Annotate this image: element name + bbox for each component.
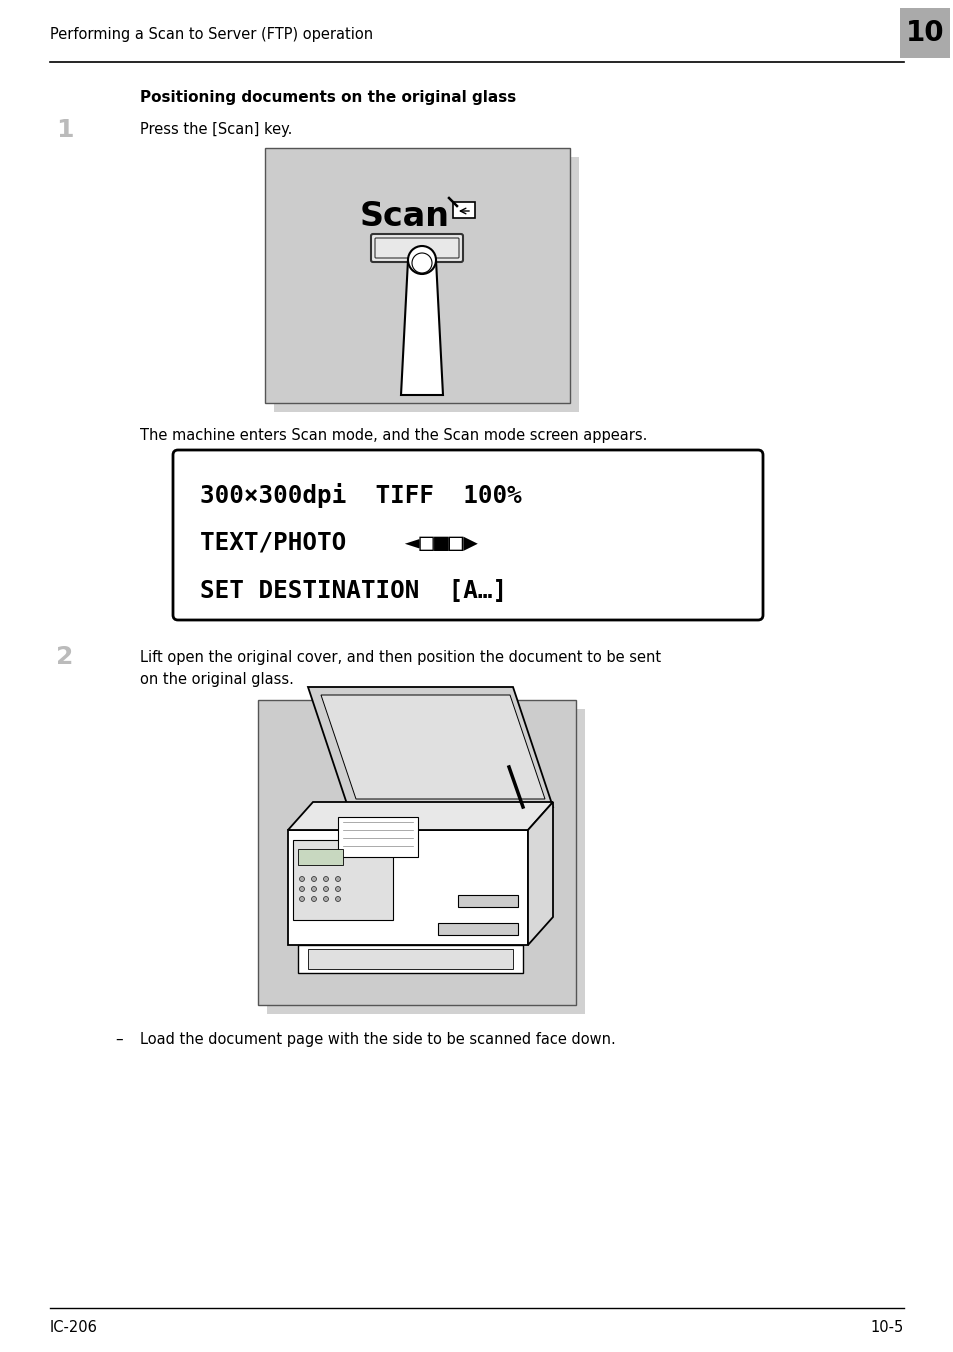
Bar xyxy=(437,923,517,936)
Text: Positioning documents on the original glass: Positioning documents on the original gl… xyxy=(140,91,516,105)
Ellipse shape xyxy=(312,876,316,882)
Ellipse shape xyxy=(335,896,340,902)
Bar xyxy=(297,945,522,973)
Text: SET DESTINATION  [A…]: SET DESTINATION [A…] xyxy=(200,579,507,603)
Text: –: – xyxy=(115,1032,123,1046)
FancyBboxPatch shape xyxy=(371,234,462,262)
Bar xyxy=(267,708,584,1014)
Polygon shape xyxy=(288,802,553,830)
Bar xyxy=(274,157,578,412)
Ellipse shape xyxy=(312,896,316,902)
Text: Press the [Scan] key.: Press the [Scan] key. xyxy=(140,122,292,137)
Text: on the original glass.: on the original glass. xyxy=(140,672,294,687)
Text: Lift open the original cover, and then position the document to be sent: Lift open the original cover, and then p… xyxy=(140,650,660,665)
Ellipse shape xyxy=(323,896,328,902)
Ellipse shape xyxy=(299,896,304,902)
Ellipse shape xyxy=(335,876,340,882)
Polygon shape xyxy=(320,695,544,799)
Text: 300×300dpi  TIFF  100%: 300×300dpi TIFF 100% xyxy=(200,483,521,508)
FancyBboxPatch shape xyxy=(453,201,475,218)
Text: 10-5: 10-5 xyxy=(870,1320,903,1334)
Ellipse shape xyxy=(412,253,432,273)
Bar xyxy=(293,840,393,919)
Text: 1: 1 xyxy=(56,118,73,142)
Text: IC-206: IC-206 xyxy=(50,1320,98,1334)
Bar xyxy=(257,700,576,1005)
Text: Scan: Scan xyxy=(359,200,450,233)
Bar xyxy=(265,147,569,403)
FancyBboxPatch shape xyxy=(172,450,762,621)
Ellipse shape xyxy=(312,887,316,891)
Text: 10: 10 xyxy=(904,19,943,47)
Ellipse shape xyxy=(408,246,436,274)
Text: TEXT/PHOTO    ◄□■□▶: TEXT/PHOTO ◄□■□▶ xyxy=(200,531,477,556)
Ellipse shape xyxy=(299,887,304,891)
FancyBboxPatch shape xyxy=(375,238,458,258)
Ellipse shape xyxy=(323,876,328,882)
Bar xyxy=(457,895,517,907)
Text: The machine enters Scan mode, and the Scan mode screen appears.: The machine enters Scan mode, and the Sc… xyxy=(140,429,647,443)
Text: 2: 2 xyxy=(56,645,73,669)
Polygon shape xyxy=(308,687,553,807)
Polygon shape xyxy=(337,817,417,857)
Bar xyxy=(297,849,343,865)
Polygon shape xyxy=(400,260,442,395)
Ellipse shape xyxy=(335,887,340,891)
Polygon shape xyxy=(288,830,527,945)
Ellipse shape xyxy=(323,887,328,891)
Bar xyxy=(308,949,513,969)
Polygon shape xyxy=(527,802,553,945)
Text: Load the document page with the side to be scanned face down.: Load the document page with the side to … xyxy=(140,1032,615,1046)
Text: Performing a Scan to Server (FTP) operation: Performing a Scan to Server (FTP) operat… xyxy=(50,27,373,42)
Bar xyxy=(899,8,949,58)
Ellipse shape xyxy=(299,876,304,882)
